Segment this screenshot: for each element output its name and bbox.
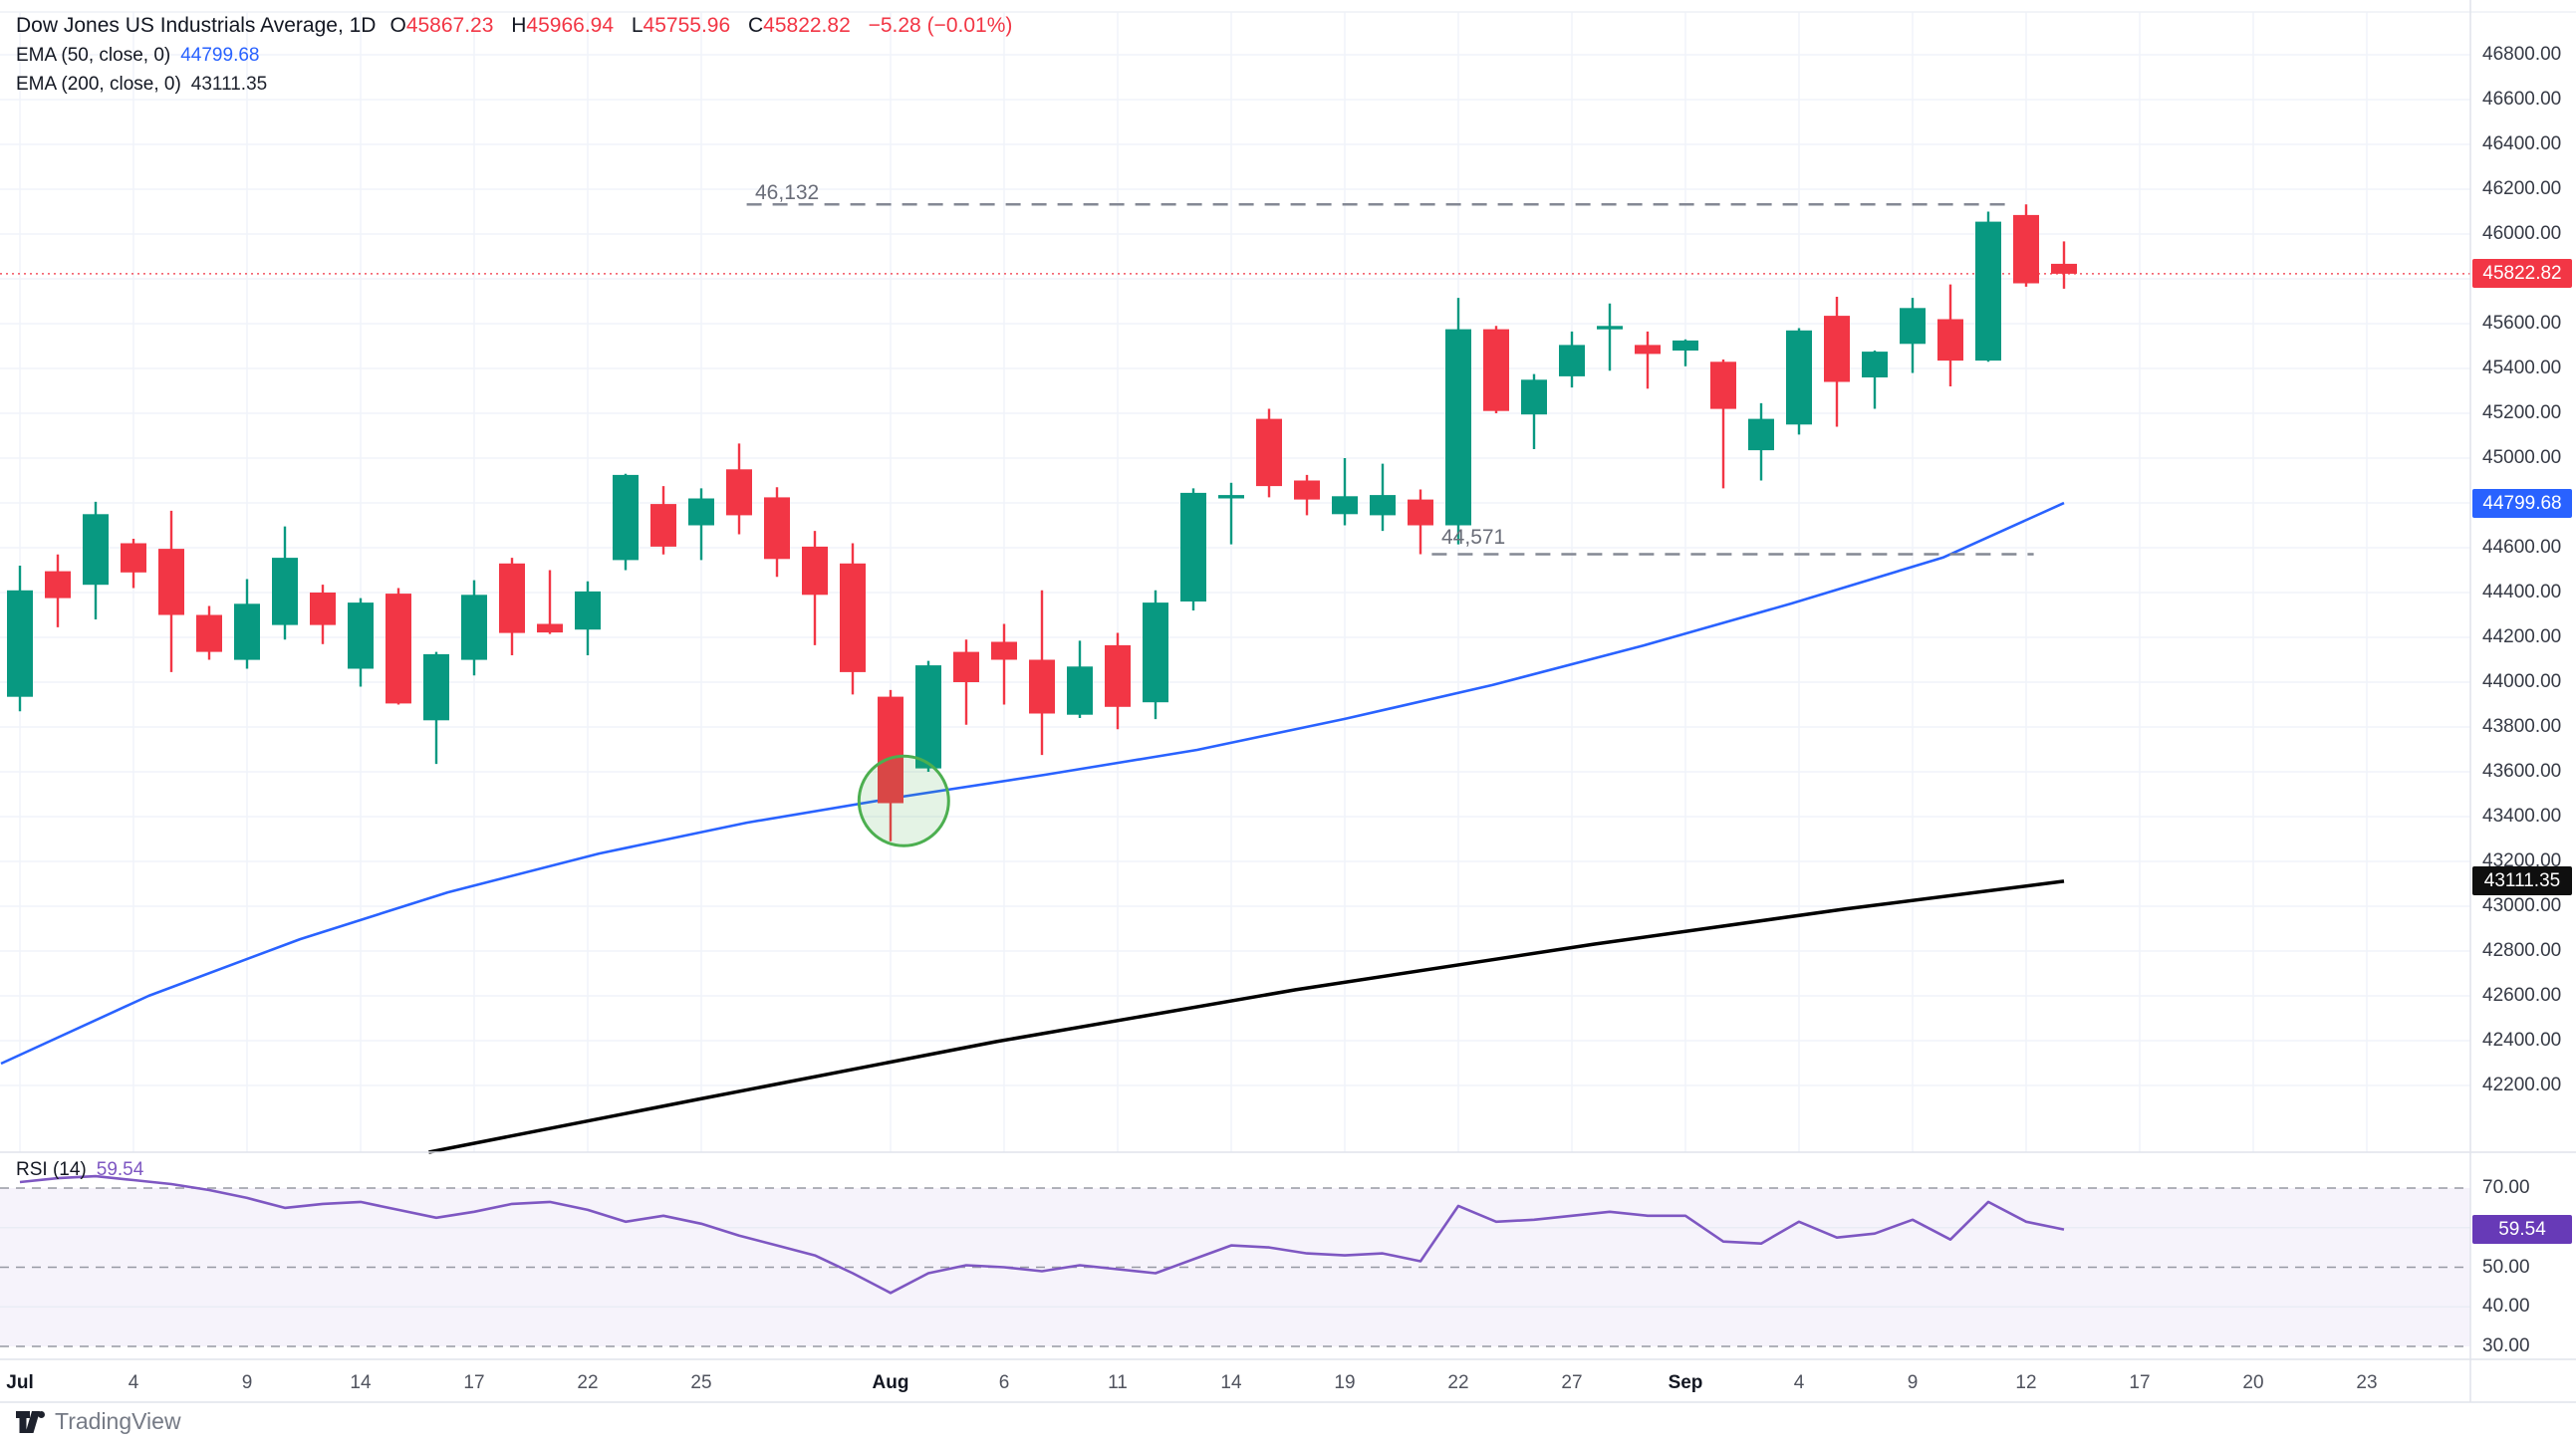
- candle[interactable]: [1673, 339, 1698, 366]
- candle[interactable]: [1635, 331, 1661, 389]
- candle[interactable]: [953, 639, 979, 725]
- candle[interactable]: [386, 588, 411, 705]
- rsi-line[interactable]: [19, 1174, 2065, 1295]
- candle[interactable]: [499, 558, 525, 655]
- candle[interactable]: [878, 689, 903, 842]
- high-key: H: [511, 14, 527, 37]
- candle[interactable]: [7, 566, 33, 712]
- close-key: C: [747, 14, 764, 37]
- price-gridlines: [0, 54, 2470, 1086]
- candle[interactable]: [461, 580, 487, 676]
- candle[interactable]: [1332, 458, 1358, 526]
- candle[interactable]: [1294, 474, 1320, 516]
- open-value: 45867.23: [405, 14, 494, 37]
- candle[interactable]: [688, 488, 714, 561]
- candle[interactable]: [348, 598, 374, 687]
- candle[interactable]: [1218, 482, 1244, 545]
- candle[interactable]: [1483, 326, 1509, 413]
- ema-cross-highlight-circle: [857, 754, 950, 847]
- candle[interactable]: [1975, 211, 2001, 362]
- high-value: 45966.94: [526, 14, 615, 37]
- ema50-value: 44799.68: [180, 45, 260, 66]
- candle[interactable]: [1937, 284, 1963, 386]
- tradingview-logo[interactable]: TradingView: [16, 1408, 181, 1435]
- candle[interactable]: [1521, 373, 1547, 449]
- candle[interactable]: [2051, 241, 2077, 289]
- candle[interactable]: [1748, 402, 1774, 481]
- candle[interactable]: [272, 526, 298, 640]
- price-axis[interactable]: [2470, 0, 2576, 1401]
- candlestick-series[interactable]: [7, 204, 2077, 842]
- price-levels: [746, 203, 2034, 556]
- ema50-label: EMA (50, close, 0): [16, 45, 171, 66]
- ema200-legend-row[interactable]: EMA (200, close, 0) 43111.35: [16, 74, 1012, 96]
- rsi-legend-row[interactable]: RSI (14) 59.54: [16, 1159, 143, 1181]
- candle[interactable]: [1370, 463, 1396, 532]
- legend: Dow Jones US Industrials Average, 1D O45…: [16, 14, 1012, 96]
- rsi-pane: [0, 1187, 2470, 1347]
- candle[interactable]: [121, 539, 146, 589]
- low-value: 45755.96: [643, 14, 731, 37]
- tradingview-logo-text: TradingView: [55, 1408, 181, 1434]
- candle[interactable]: [1029, 590, 1055, 756]
- ema200-value: 43111.35: [190, 74, 268, 95]
- candle[interactable]: [1143, 590, 1168, 720]
- candle[interactable]: [1105, 632, 1131, 730]
- change-value: −5.28 (−0.01%): [868, 14, 1013, 37]
- candle[interactable]: [158, 510, 184, 672]
- candle[interactable]: [1900, 298, 1926, 373]
- candle[interactable]: [310, 585, 336, 644]
- candle[interactable]: [1067, 640, 1093, 718]
- candle[interactable]: [1256, 408, 1282, 498]
- close-value: 45822.82: [763, 14, 851, 37]
- candle[interactable]: [1180, 488, 1206, 610]
- candle[interactable]: [83, 501, 109, 619]
- candle[interactable]: [2013, 204, 2039, 287]
- candle[interactable]: [613, 473, 639, 571]
- rsi-value: 59.54: [96, 1159, 144, 1180]
- candle[interactable]: [1445, 298, 1471, 545]
- candle[interactable]: [1862, 351, 1888, 409]
- candle[interactable]: [915, 660, 941, 772]
- symbol-legend-row[interactable]: Dow Jones US Industrials Average, 1D O45…: [16, 14, 1012, 38]
- candle[interactable]: [1597, 303, 1623, 371]
- candle[interactable]: [764, 487, 790, 578]
- candle[interactable]: [234, 579, 260, 669]
- symbol-title: Dow Jones US Industrials Average, 1D: [16, 14, 377, 37]
- candle[interactable]: [1408, 489, 1433, 555]
- tradingview-logo-icon: [16, 1410, 45, 1433]
- candle[interactable]: [650, 486, 676, 555]
- candle[interactable]: [537, 570, 563, 634]
- low-key: L: [631, 14, 644, 37]
- candle[interactable]: [423, 651, 449, 765]
- ema200-label: EMA (200, close, 0): [16, 74, 181, 95]
- candle[interactable]: [1710, 360, 1736, 489]
- ema50-line[interactable]: [0, 501, 2065, 1066]
- candle[interactable]: [726, 443, 752, 535]
- candle[interactable]: [802, 531, 828, 645]
- candle[interactable]: [575, 581, 601, 655]
- candle[interactable]: [840, 543, 866, 695]
- time-axis[interactable]: [0, 1360, 2470, 1402]
- candle[interactable]: [1786, 328, 1812, 435]
- candle[interactable]: [991, 623, 1017, 705]
- candle[interactable]: [1559, 331, 1585, 388]
- ohlc-values: O45867.23 H45966.94 L45755.96 C45822.82 …: [389, 14, 1012, 38]
- rsi-label: RSI (14): [16, 1159, 87, 1180]
- candle[interactable]: [1824, 297, 1850, 427]
- ema200-line[interactable]: [428, 879, 2065, 1154]
- pane-separators: [0, 0, 2576, 1403]
- candle[interactable]: [196, 605, 222, 660]
- ema50-legend-row[interactable]: EMA (50, close, 0) 44799.68: [16, 45, 1012, 67]
- open-key: O: [389, 14, 406, 37]
- candle[interactable]: [45, 554, 71, 627]
